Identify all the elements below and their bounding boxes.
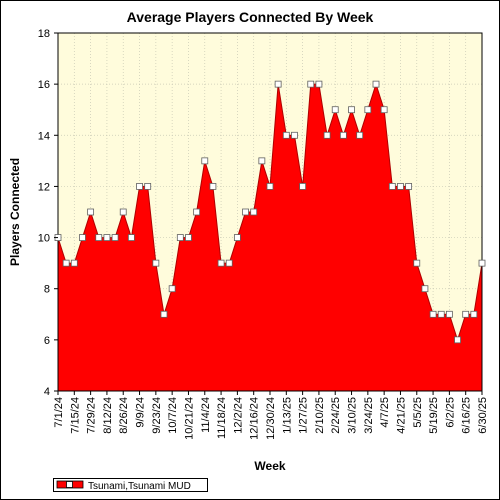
data-point-marker <box>144 183 152 190</box>
x-tick-label: 11/18/24 <box>216 397 228 439</box>
y-tick-label: 6 <box>44 335 50 347</box>
data-point-marker <box>462 310 470 318</box>
data-point-marker <box>193 208 201 216</box>
data-point-marker <box>95 234 103 241</box>
data-point-marker <box>127 234 135 241</box>
data-point-marker <box>291 131 298 139</box>
data-point-marker <box>405 183 413 190</box>
x-tick-label: 2/24/25 <box>330 397 342 434</box>
data-point-marker <box>331 106 339 114</box>
data-point-marker <box>119 208 127 216</box>
x-tick-label: 6/16/25 <box>461 397 473 434</box>
data-point-marker <box>70 259 78 267</box>
data-point-marker <box>437 310 445 318</box>
data-point-marker <box>356 131 364 139</box>
x-tick-label: 12/30/24 <box>265 397 277 440</box>
x-tick-label: 2/10/25 <box>314 397 326 434</box>
y-tick-label: 8 <box>44 284 50 296</box>
y-tick-label: 18 <box>38 28 50 40</box>
data-point-marker <box>274 80 282 88</box>
x-tick-label: 9/9/24 <box>135 397 147 428</box>
data-point-marker <box>79 234 86 241</box>
y-tick-label: 14 <box>38 130 50 142</box>
x-tick-label: 5/19/25 <box>428 397 440 434</box>
data-point-marker <box>380 106 388 114</box>
x-tick-label: 10/21/24 <box>183 397 195 440</box>
x-tick-label: 9/23/24 <box>151 397 163 434</box>
data-point-marker <box>299 183 307 190</box>
data-point-marker <box>185 234 192 241</box>
legend-box <box>53 478 208 492</box>
data-point-marker <box>454 336 461 344</box>
data-point-marker <box>209 183 217 190</box>
data-point-marker <box>176 234 184 241</box>
y-tick-label: 10 <box>38 233 50 245</box>
data-point-marker <box>250 208 258 216</box>
y-axis-label: Players Connected <box>8 158 22 266</box>
data-point-marker <box>62 259 70 267</box>
x-tick-label: 3/10/25 <box>347 397 359 434</box>
data-point-marker <box>339 131 347 139</box>
x-tick-label: 4/21/25 <box>395 397 407 434</box>
y-tick-label: 4 <box>44 386 50 398</box>
data-point-marker <box>307 80 315 88</box>
x-tick-label: 12/2/24 <box>232 397 244 434</box>
data-point-marker <box>242 208 249 216</box>
data-point-marker <box>421 285 429 293</box>
data-point-marker <box>388 183 396 190</box>
data-point-marker <box>397 183 404 190</box>
data-point-marker <box>233 234 241 241</box>
legend-label: Tsunami,Tsunami MUD <box>88 481 191 492</box>
data-point-marker <box>111 234 119 241</box>
plot-area: 4 6 8 10 12 14 16 18 7/1/24 7/15/24 7/29/24 8/12/24… <box>38 28 489 440</box>
data-point-marker <box>217 259 225 267</box>
series-area <box>58 84 482 391</box>
x-tick-label: 7/15/24 <box>69 397 81 434</box>
data-point-marker <box>225 259 233 267</box>
data-point-marker <box>201 157 209 165</box>
data-point-marker <box>258 157 266 165</box>
data-point-marker <box>168 285 176 293</box>
data-point-marker <box>372 80 380 88</box>
x-tick-label: 1/27/25 <box>298 397 310 434</box>
x-tick-label: 3/24/25 <box>363 397 375 434</box>
x-tick-label: 11/4/24 <box>200 397 212 433</box>
data-point-marker <box>152 259 160 267</box>
data-point-marker <box>103 234 111 241</box>
data-point-marker <box>478 259 486 267</box>
legend-marker-icon <box>66 481 73 488</box>
data-point-marker <box>348 106 355 114</box>
data-point-marker <box>413 259 421 267</box>
data-point-marker <box>470 310 478 318</box>
data-point-marker <box>429 310 437 318</box>
x-tick-label: 12/16/24 <box>249 397 261 440</box>
x-tick-label: 1/13/25 <box>281 397 293 434</box>
data-point-marker <box>136 183 143 190</box>
x-tick-label: 7/1/24 <box>53 397 65 428</box>
data-point-marker <box>445 310 453 318</box>
x-tick-label: 4/7/25 <box>379 397 391 428</box>
x-tick-label: 7/29/24 <box>86 397 98 434</box>
y-tick-label: 16 <box>38 79 50 91</box>
legend: Tsunami,Tsunami MUD <box>53 478 208 492</box>
data-point-marker <box>266 183 274 190</box>
x-tick-label: 6/30/25 <box>477 397 489 434</box>
y-tick-label: 12 <box>38 181 50 193</box>
x-axis-label: Week <box>254 459 285 473</box>
x-tick-label: 8/12/24 <box>102 397 114 434</box>
chart-title: Average Players Connected By Week <box>127 9 374 25</box>
x-tick-label: 10/7/24 <box>167 397 179 434</box>
data-point-marker <box>315 80 323 88</box>
data-point-marker <box>160 310 168 318</box>
data-point-marker <box>364 106 372 114</box>
x-tick-label: 5/5/25 <box>412 397 424 428</box>
data-point-marker <box>323 131 331 139</box>
x-tick-label: 8/26/24 <box>118 397 130 434</box>
data-point-marker <box>87 208 95 216</box>
data-point-marker <box>282 131 290 139</box>
x-tick-label: 6/2/25 <box>444 397 456 428</box>
